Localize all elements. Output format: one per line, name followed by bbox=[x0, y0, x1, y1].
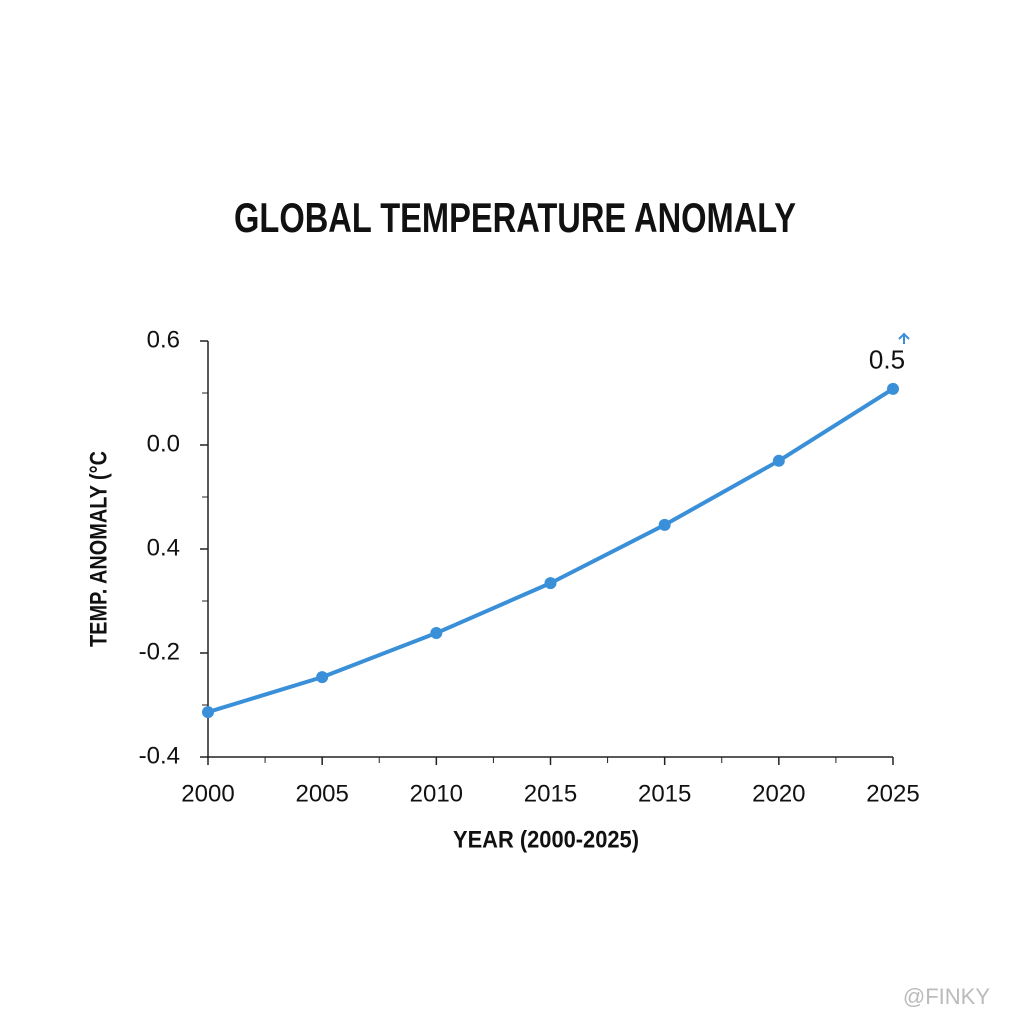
x-tick-label: 2015 bbox=[524, 780, 577, 807]
point bbox=[202, 706, 214, 719]
y-tick-label: 0.4 bbox=[147, 534, 180, 561]
annotation-arrow bbox=[898, 332, 910, 344]
point bbox=[316, 671, 329, 684]
y-tick-label: 0.6 bbox=[147, 326, 180, 353]
y-tick-label: -0.2 bbox=[139, 638, 180, 665]
x-tick-label: 2015 bbox=[638, 780, 691, 807]
point bbox=[544, 577, 557, 590]
y-tick-label: -0.4 bbox=[139, 742, 180, 769]
x-tick-label: 2005 bbox=[295, 780, 348, 807]
x-tick-label: 2025 bbox=[866, 780, 919, 807]
y-tick-label: 0.0 bbox=[147, 430, 180, 457]
x-tick-label: 2010 bbox=[410, 780, 463, 807]
data-label: 0.5 bbox=[869, 345, 905, 375]
x-axis-label: YEAR (2000-2025) bbox=[453, 826, 639, 853]
point bbox=[430, 627, 443, 640]
chart-title: GLOBAL TEMPERATURE ANOMALY bbox=[234, 194, 796, 241]
x-tick-label: 2000 bbox=[181, 780, 234, 807]
point bbox=[658, 518, 671, 531]
point bbox=[887, 382, 899, 395]
watermark: @FINKY bbox=[903, 984, 990, 1009]
x-tick-label: 2020 bbox=[752, 780, 805, 807]
y-axis-label: TEMP. ANOMALY (°C bbox=[85, 451, 112, 647]
point bbox=[772, 454, 785, 467]
